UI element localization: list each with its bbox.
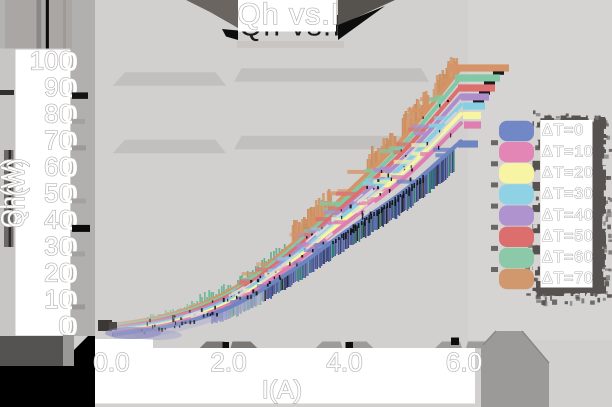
svg-text:ΔT=20: ΔT=20 [542,165,594,182]
svg-text:ΔT=30: ΔT=30 [542,186,594,203]
svg-text:Qh(W): Qh(W) [0,158,22,227]
svg-text:2.0: 2.0 [210,347,246,377]
svg-text:100: 100 [30,46,73,76]
svg-text:0: 0 [64,311,78,341]
svg-text:70: 70 [44,125,73,155]
svg-text:ΔT=10: ΔT=10 [542,143,594,160]
svg-text:10: 10 [44,284,73,314]
svg-text:ΔT=70: ΔT=70 [542,270,594,287]
svg-text:0: 0 [59,310,73,340]
svg-text:ΔT=0: ΔT=0 [542,122,584,139]
svg-text:90: 90 [44,72,73,102]
svg-text:Qh vs.I: Qh vs.I [238,0,341,31]
svg-text:30: 30 [44,231,73,261]
svg-text:ΔT=50: ΔT=50 [542,228,594,245]
svg-text:0: 0 [64,152,78,182]
svg-text:60: 60 [44,151,73,181]
svg-text:ΔT=40: ΔT=40 [542,207,594,224]
svg-text:6.0: 6.0 [446,347,482,377]
svg-text:40: 40 [44,204,73,234]
svg-text:80: 80 [44,98,73,128]
svg-text:0.0: 0.0 [93,347,129,377]
svg-text:ΔT=60: ΔT=60 [542,249,594,266]
svg-text:Qh(W): Qh(W) [3,158,29,227]
svg-text:4.0: 4.0 [326,347,362,377]
svg-text:I(A): I(A) [262,376,302,404]
svg-text:20: 20 [44,257,73,287]
svg-text:50: 50 [44,178,73,208]
svg-text:0: 0 [64,258,78,288]
svg-text:0: 0 [64,47,78,77]
